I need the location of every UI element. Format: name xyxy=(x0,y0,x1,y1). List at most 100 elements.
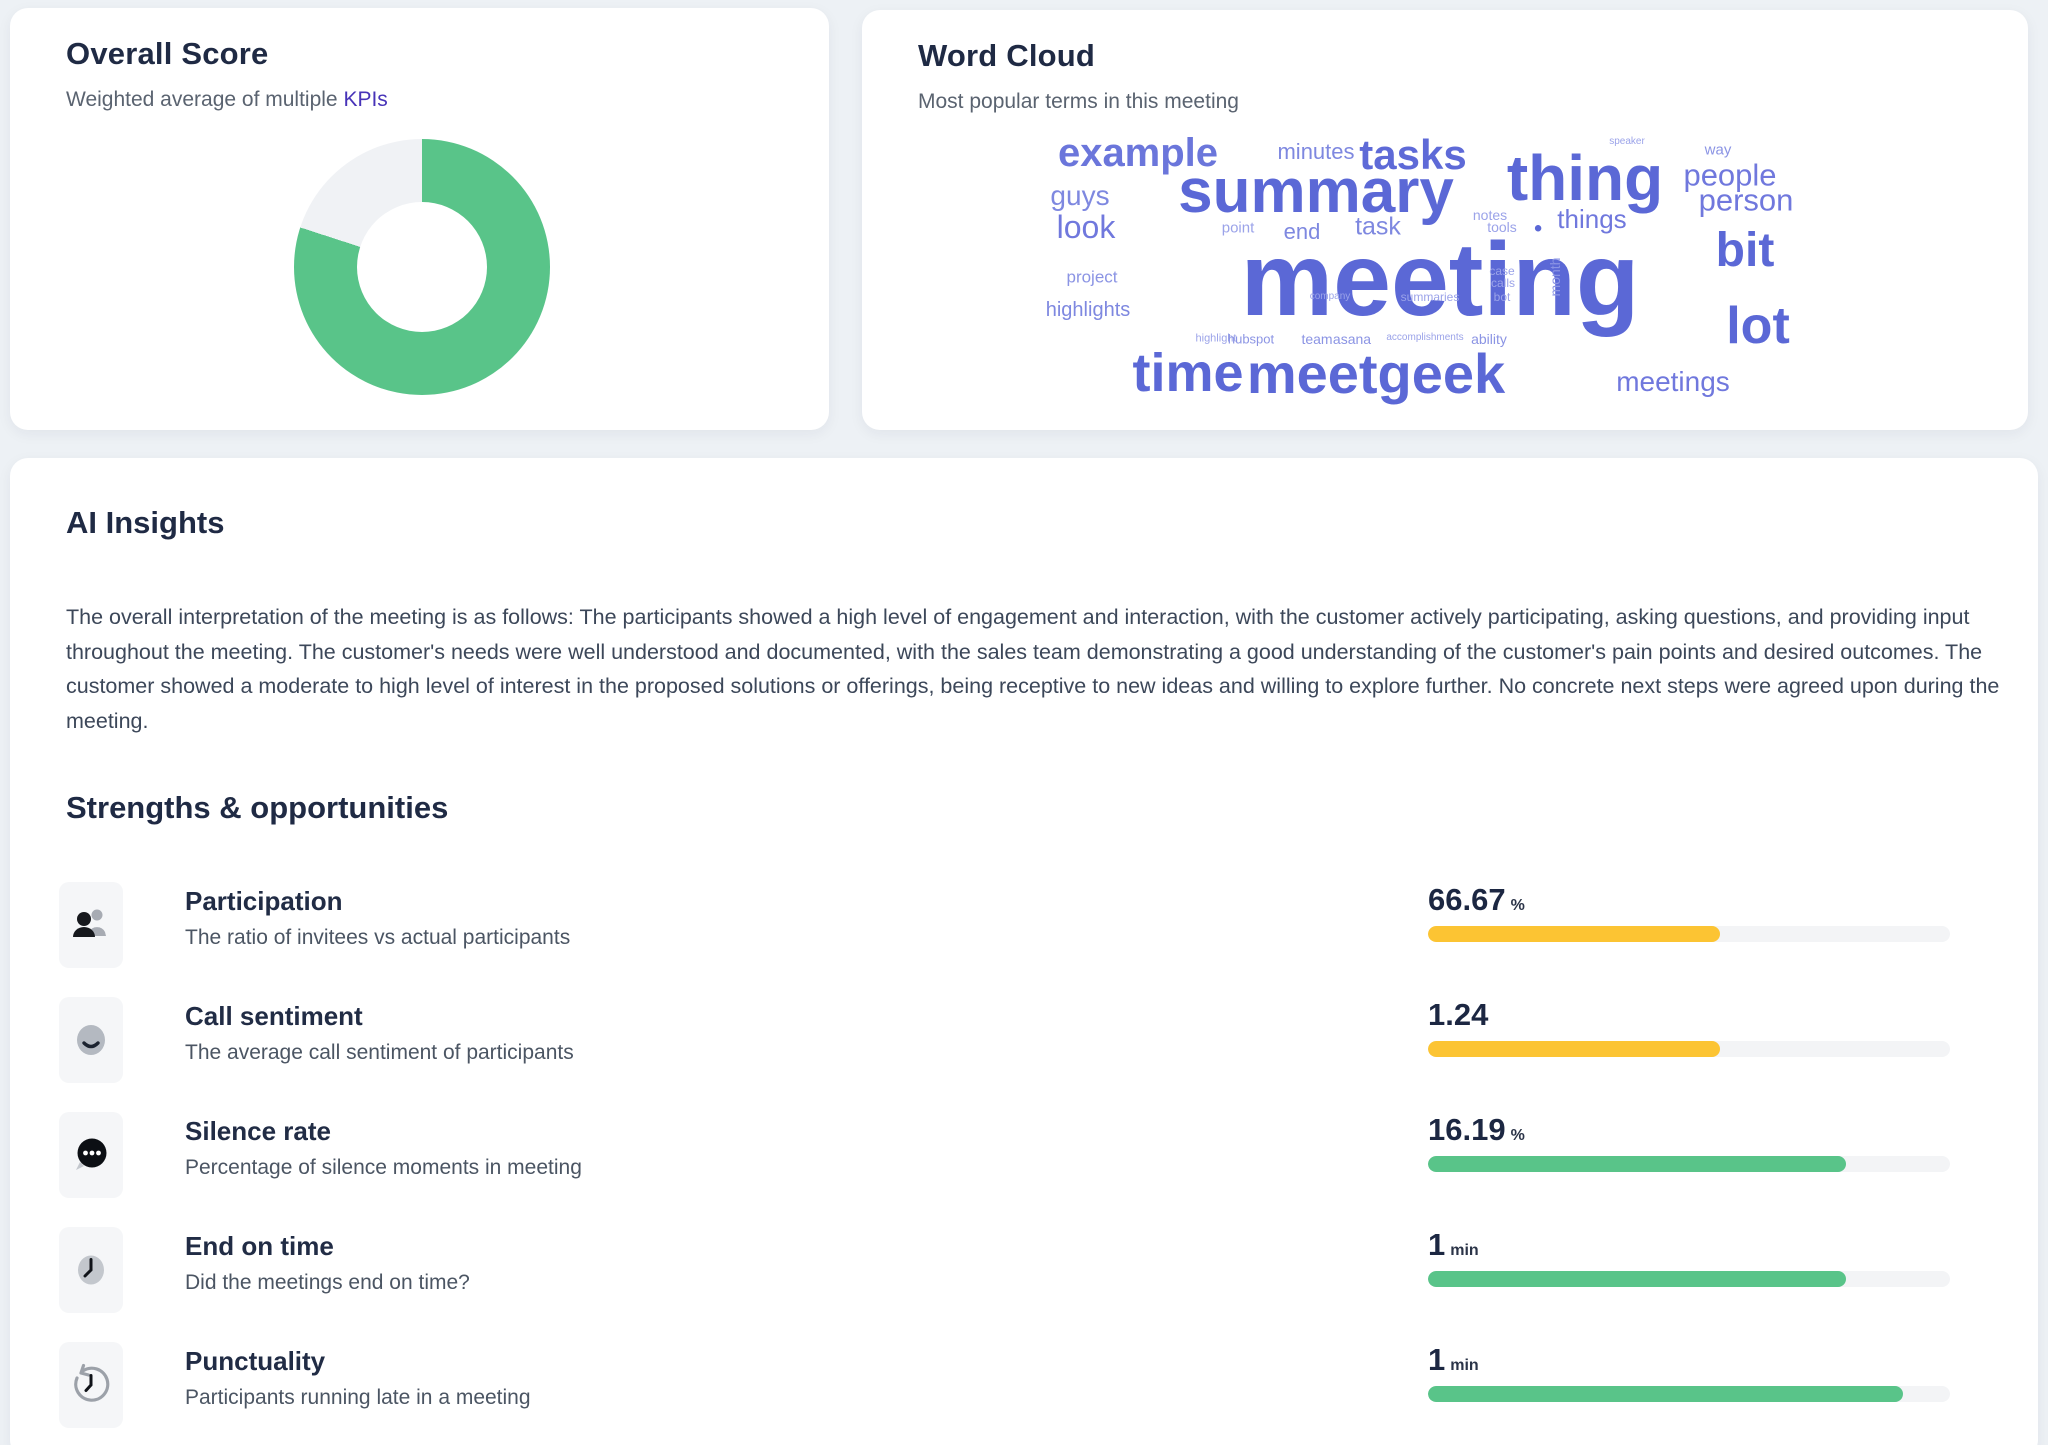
kpi-description: The average call sentiment of participan… xyxy=(185,1041,574,1064)
word-cloud-term: case xyxy=(1489,264,1515,278)
word-cloud-title: Word Cloud xyxy=(918,38,1096,73)
word-cloud-term: task xyxy=(1355,212,1401,241)
word-cloud-term: notes xyxy=(1472,207,1508,223)
kpi-icon-tile xyxy=(59,997,123,1083)
kpi-progress-track xyxy=(1428,926,1950,942)
word-cloud-term: ● xyxy=(1533,219,1543,237)
kpi-value: 16.19 xyxy=(1428,1112,1506,1147)
word-cloud-term: meetgeek xyxy=(1246,342,1506,405)
word-cloud-term: people xyxy=(1683,157,1777,193)
kpi-value: 1 xyxy=(1428,1342,1446,1377)
word-cloud-card: Word Cloud Most popular terms in this me… xyxy=(862,10,2028,430)
participants-icon xyxy=(73,909,106,937)
kpi-metric: 66.67% xyxy=(1428,882,1950,942)
kpi-row-participation: Participation The ratio of invitees vs a… xyxy=(10,882,2038,997)
word-cloud-term: time xyxy=(1132,343,1244,403)
word-cloud-term: bot xyxy=(1493,290,1511,304)
kpi-icon-tile xyxy=(59,882,123,968)
word-cloud-term: asana xyxy=(1332,331,1372,347)
kpi-value: 1 xyxy=(1428,1227,1446,1262)
overall-score-card: Overall Score Weighted average of multip… xyxy=(10,8,829,430)
word-cloud-term: month xyxy=(1547,257,1563,297)
kpis-link[interactable]: KPIs xyxy=(343,88,388,111)
kpi-description: Did the meetings end on time? xyxy=(185,1271,470,1294)
kpi-metric: 1.24 xyxy=(1428,997,1950,1057)
word-cloud-term: summaries xyxy=(1400,290,1460,304)
kpi-title: Participation xyxy=(185,886,343,916)
overall-score-subtitle-text: Weighted average of multiple xyxy=(66,88,344,111)
ai-insights-paragraph: The overall interpretation of the meetin… xyxy=(66,605,2000,733)
kpi-metric: 1 min xyxy=(1428,1342,1950,1402)
kpi-unit: % xyxy=(1510,1127,1525,1144)
word-cloud-term: way xyxy=(1704,141,1732,159)
kpi-title: Punctuality xyxy=(185,1346,326,1376)
word-cloud-term: end xyxy=(1283,219,1321,244)
word-cloud-term: minutes xyxy=(1277,139,1355,164)
kpi-row-end-on-time: End on time Did the meetings end on time… xyxy=(10,1227,2038,1342)
kpi-row-silence-rate: Silence rate Percentage of silence momen… xyxy=(10,1112,2038,1227)
word-cloud-term: accomplishments xyxy=(1386,332,1464,343)
word-cloud-term: person xyxy=(1698,182,1794,218)
kpi-metric: 16.19% xyxy=(1428,1112,1950,1172)
kpi-row-call-sentiment: Call sentiment The average call sentimen… xyxy=(10,997,2038,1112)
kpi-title: Call sentiment xyxy=(185,1001,363,1031)
word-cloud-term: things xyxy=(1557,204,1627,234)
word-cloud-term: project xyxy=(1066,267,1118,287)
silence-chat-bubble-icon xyxy=(76,1138,107,1170)
word-cloud-term: highlight xyxy=(1195,332,1237,345)
clock-icon xyxy=(78,1255,104,1285)
word-cloud-term: tasks xyxy=(1359,131,1467,178)
word-cloud-term: meeting xyxy=(1240,222,1640,338)
word-cloud-term: ability xyxy=(1471,331,1507,347)
kpi-progress-track xyxy=(1428,1386,1950,1402)
word-cloud-term: meetings xyxy=(1616,366,1730,397)
kpi-value: 1.24 xyxy=(1428,997,1489,1032)
kpi-bar-fill xyxy=(1428,1156,1846,1172)
word-cloud: example minutes tasks guys summary thing speak… xyxy=(1040,130,1900,445)
ai-insights-title: AI Insights xyxy=(66,505,225,540)
kpi-metric: 1 min xyxy=(1428,1227,1950,1287)
kpi-icon-tile xyxy=(59,1112,123,1198)
word-cloud-term: highlights xyxy=(1045,299,1131,321)
kpi-description: The ratio of invitees vs actual particip… xyxy=(185,926,571,949)
word-cloud-term: company xyxy=(1309,291,1351,302)
kpi-unit: min xyxy=(1450,1357,1479,1374)
word-cloud-term: bit xyxy=(1715,224,1775,277)
kpi-unit: min xyxy=(1450,1242,1479,1259)
word-cloud-term: team xyxy=(1301,331,1333,347)
word-cloud-subtitle: Most popular terms in this meeting xyxy=(918,90,1239,113)
kpi-bar-fill xyxy=(1428,1041,1721,1057)
word-cloud-term: example xyxy=(1057,131,1219,175)
kpi-bar-fill xyxy=(1428,926,1721,942)
kpi-progress-track xyxy=(1428,1156,1950,1172)
punctuality-history-clock-icon xyxy=(74,1363,110,1402)
strengths-opportunities-title: Strengths & opportunities xyxy=(66,790,449,825)
ai-insights-card: AI Insights The overall interpretation o… xyxy=(10,458,2038,1445)
kpi-bar-fill xyxy=(1428,1386,1904,1402)
overall-score-donut xyxy=(294,139,550,395)
word-cloud-term: lot xyxy=(1726,297,1790,355)
word-cloud-term: tools xyxy=(1487,219,1517,235)
kpi-bar-fill xyxy=(1428,1271,1846,1287)
word-cloud-term: thing xyxy=(1506,142,1664,214)
kpi-value: 66.67 xyxy=(1428,882,1506,917)
overall-score-title: Overall Score xyxy=(66,36,269,71)
kpi-description: Participants running late in a meeting xyxy=(185,1386,531,1409)
kpi-row-punctuality: Punctuality Participants running late in… xyxy=(10,1342,2038,1445)
word-cloud-term: calls xyxy=(1490,276,1516,290)
kpi-unit: % xyxy=(1510,897,1525,914)
word-cloud-term: look xyxy=(1056,209,1116,245)
kpi-icon-tile xyxy=(59,1342,123,1428)
word-cloud-term: hubspot xyxy=(1227,331,1275,347)
kpi-description: Percentage of silence moments in meeting xyxy=(185,1156,582,1179)
word-cloud-term: guys xyxy=(1050,180,1110,211)
kpi-icon-tile xyxy=(59,1227,123,1313)
kpi-progress-track xyxy=(1428,1271,1950,1287)
sentiment-smiley-icon xyxy=(77,1025,105,1055)
overall-score-subtitle: Weighted average of multiple KPIs xyxy=(66,88,388,112)
word-cloud-term: speaker xyxy=(1609,136,1645,147)
word-cloud-term: summary xyxy=(1178,157,1454,226)
kpi-title: Silence rate xyxy=(185,1116,331,1146)
kpi-progress-track xyxy=(1428,1041,1950,1057)
